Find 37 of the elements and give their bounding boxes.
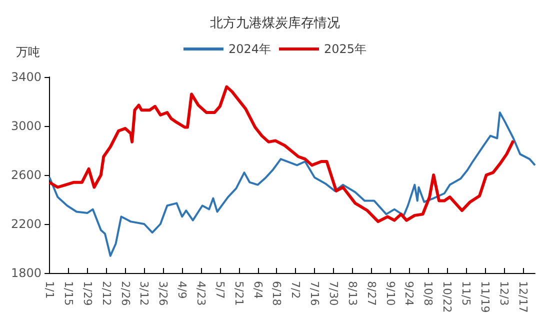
- x-tick-label: 12/17: [516, 281, 530, 313]
- x-tick-label: 7/2: [289, 281, 302, 299]
- legend-label: 2025年: [324, 42, 367, 56]
- x-tick-label: 5/7: [213, 281, 226, 299]
- x-tick-label: 1/15: [62, 281, 75, 306]
- x-tick-label: 8/13: [346, 281, 359, 306]
- legend-label: 2024年: [228, 42, 272, 56]
- y-tick-label: 2200: [10, 217, 42, 231]
- x-tick-label: 12/3: [497, 281, 510, 306]
- x-tick-label: 8/27: [364, 281, 378, 306]
- x-tick-label: 2/26: [118, 281, 132, 306]
- x-tick-label: 3/26: [156, 281, 170, 306]
- y-tick-label: 3400: [10, 70, 42, 84]
- x-tick-label: 7/16: [308, 281, 322, 306]
- x-tick-label: 1/1: [43, 281, 56, 299]
- x-tick-label: 10/22: [440, 281, 454, 313]
- x-tick-label: 7/30: [327, 281, 340, 306]
- x-tick-label: 1/29: [80, 281, 94, 306]
- x-tick-label: 4/9: [176, 281, 189, 299]
- x-tick-label: 5/21: [232, 281, 246, 306]
- x-tick-label: 10/8: [422, 281, 435, 306]
- x-tick-label: 2/12: [100, 281, 113, 306]
- x-tick-label: 9/10: [384, 281, 397, 306]
- chart-title: 北方九港煤炭库存情况: [210, 15, 340, 31]
- y-tick-label: 2600: [10, 168, 42, 182]
- x-tick-label: 11/19: [478, 281, 492, 313]
- x-tick-label: 6/4: [251, 281, 264, 299]
- y-axis-title: 万吨: [16, 45, 40, 59]
- x-tick-label: 11/5: [460, 281, 473, 306]
- x-tick-label: 9/24: [402, 281, 416, 306]
- x-tick-label: 3/12: [138, 281, 151, 306]
- y-tick-label: 1800: [10, 266, 42, 280]
- x-tick-label: 6/18: [270, 281, 284, 306]
- x-tick-label: 4/23: [194, 281, 208, 306]
- y-tick-label: 3000: [10, 119, 42, 133]
- line-series: [48, 85, 515, 224]
- line-series: [48, 112, 536, 257]
